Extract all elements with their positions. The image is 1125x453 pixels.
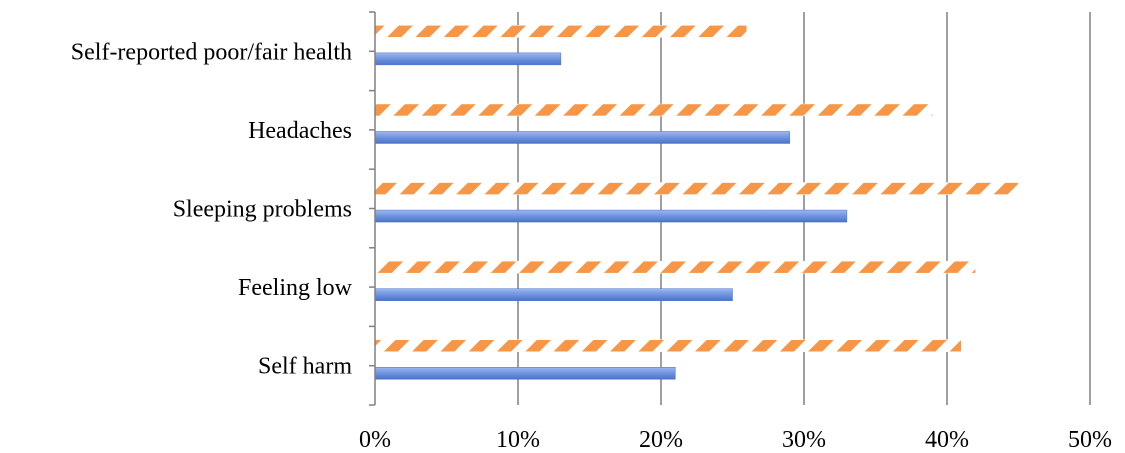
category-label: Self harm (258, 354, 352, 380)
gridlines (517, 12, 1091, 405)
bar-series-1 (374, 131, 790, 144)
category-label: Sleeping problems (173, 197, 352, 223)
bar-series-1 (374, 52, 562, 66)
bar-series-2 (374, 260, 976, 274)
bar-series-2 (374, 25, 748, 38)
axes (369, 11, 376, 406)
x-tick-label: 40% (925, 427, 969, 453)
bar-series-1 (374, 209, 848, 223)
bar-series-2 (374, 182, 1019, 195)
x-tick-label: 0% (359, 427, 391, 453)
bar-series-2 (374, 103, 933, 117)
x-tick-label: 30% (782, 427, 826, 453)
bar-series-1 (374, 367, 676, 380)
x-tick-label: 10% (496, 427, 540, 453)
x-tick-label: 50% (1068, 427, 1112, 453)
category-label: Headaches (248, 118, 352, 144)
category-label: Self-reported poor/fair health (71, 39, 352, 65)
bar-series-1 (374, 288, 733, 301)
x-tick-label: 20% (639, 427, 683, 453)
category-label: Feeling low (238, 275, 353, 301)
labels: 0% 10% 20% 30% 40% 50% Self harm Feeling low Sle… (71, 39, 1112, 453)
bar-series-2 (374, 339, 962, 353)
bars (374, 25, 1019, 380)
